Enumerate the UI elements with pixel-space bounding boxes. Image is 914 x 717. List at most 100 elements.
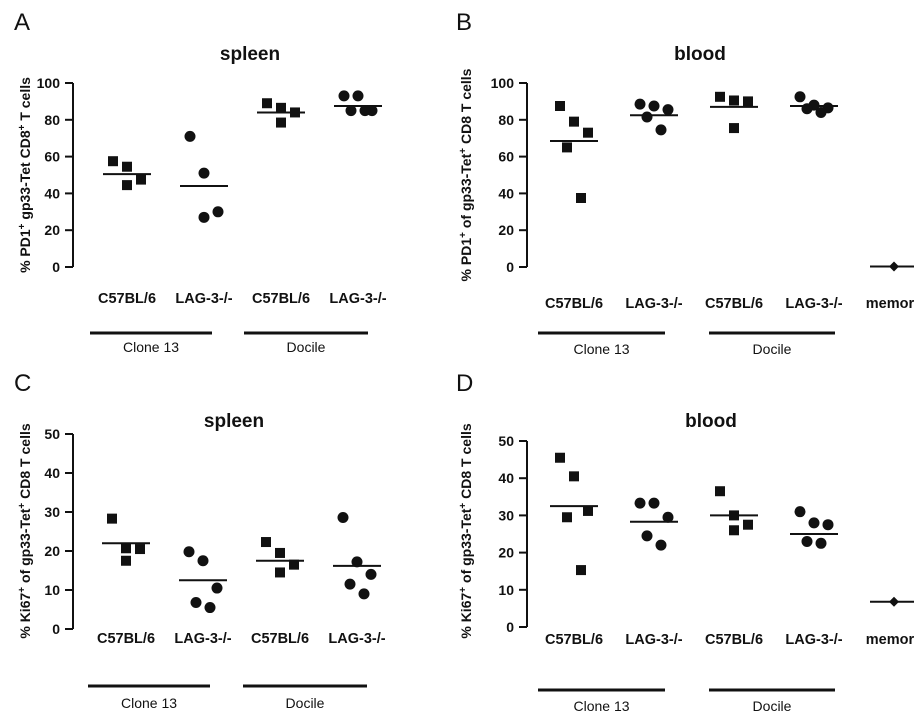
category-label: LAG-3-/- bbox=[785, 632, 842, 648]
y-axis-label-part: % PD1 bbox=[458, 238, 474, 282]
y-tick-label: 40 bbox=[44, 185, 60, 201]
data-point-circle bbox=[662, 104, 674, 116]
data-point-square bbox=[555, 452, 565, 463]
data-point-circle bbox=[190, 596, 202, 608]
group-label: Clone 13 bbox=[123, 339, 179, 355]
data-point-square bbox=[276, 117, 286, 128]
data-point-circle bbox=[184, 130, 196, 142]
panel-letter: B bbox=[456, 9, 472, 36]
data-point-circle bbox=[197, 555, 209, 567]
data-point-circle bbox=[662, 511, 674, 523]
category-label: C57BL/6 bbox=[251, 631, 309, 647]
data-point-circle bbox=[359, 105, 371, 117]
data-point-circle bbox=[641, 111, 653, 123]
data-point-square bbox=[562, 512, 572, 523]
data-point-circle bbox=[655, 124, 667, 136]
data-point-square bbox=[576, 193, 586, 203]
data-point-circle bbox=[337, 511, 349, 523]
data-point-square bbox=[569, 471, 579, 482]
y-axis-label-part: of gp33-Tet bbox=[17, 508, 33, 587]
group-label: Docile bbox=[287, 339, 326, 355]
data-point-square bbox=[122, 161, 132, 172]
y-axis-label-part: CD8 T cells bbox=[458, 68, 474, 148]
group-label: Clone 13 bbox=[573, 341, 629, 357]
data-point-circle bbox=[794, 506, 806, 518]
data-point-circle bbox=[801, 535, 813, 547]
y-tick-label: 20 bbox=[44, 222, 60, 238]
data-point-circle bbox=[358, 588, 370, 600]
data-point-square bbox=[262, 98, 272, 109]
data-point-square bbox=[136, 174, 146, 185]
data-point-square bbox=[583, 127, 593, 138]
data-point-square bbox=[107, 513, 117, 524]
data-point-square bbox=[121, 543, 131, 554]
category-label: LAG-3-/- bbox=[174, 631, 231, 647]
panel-title: spleen bbox=[220, 44, 280, 65]
y-tick-label: 0 bbox=[506, 259, 514, 275]
y-tick-label: 40 bbox=[498, 185, 514, 201]
panel-letter: A bbox=[14, 9, 30, 36]
y-axis-label: % PD1+ gp33-Tet CD8+ T cells bbox=[17, 77, 34, 273]
data-point-circle bbox=[338, 90, 350, 102]
y-tick-label: 80 bbox=[498, 112, 514, 128]
group-label: Clone 13 bbox=[573, 698, 629, 714]
y-tick-label: 10 bbox=[44, 582, 60, 598]
panel-letter: C bbox=[14, 370, 31, 397]
y-axis-label: % Ki67+ of gp33-Tet+ CD8 T cells bbox=[17, 423, 34, 638]
y-axis-label-part: of gp33-Tet bbox=[458, 153, 474, 232]
y-axis-label: % Ki67+ of gp33-Tet+ CD8 T cells bbox=[458, 423, 475, 638]
y-tick-label: 20 bbox=[44, 543, 60, 559]
data-point-circle bbox=[344, 578, 356, 590]
data-point-circle bbox=[351, 556, 363, 568]
data-point-circle bbox=[204, 602, 216, 614]
data-point-circle bbox=[815, 106, 827, 118]
data-point-circle bbox=[648, 100, 660, 112]
data-point-circle bbox=[822, 519, 834, 531]
y-tick-label: 60 bbox=[44, 149, 60, 165]
data-point-square bbox=[576, 565, 586, 576]
category-label: C57BL/6 bbox=[252, 291, 310, 307]
data-point-circle bbox=[352, 90, 364, 102]
category-label: LAG-3-/- bbox=[785, 296, 842, 312]
data-point-square bbox=[743, 96, 753, 107]
y-axis-label-superscript: + bbox=[17, 124, 28, 130]
data-point-circle bbox=[212, 206, 224, 218]
category-label: C57BL/6 bbox=[545, 296, 603, 312]
data-point-diamond bbox=[889, 596, 899, 607]
data-point-square bbox=[729, 510, 739, 521]
y-axis-label-part: CD8 T cells bbox=[17, 423, 33, 503]
data-point-circle bbox=[801, 103, 813, 115]
y-tick-label: 30 bbox=[498, 507, 514, 523]
data-point-square bbox=[729, 123, 739, 134]
group-label: Docile bbox=[286, 695, 325, 711]
y-tick-label: 60 bbox=[498, 149, 514, 165]
y-tick-label: 0 bbox=[52, 259, 60, 275]
data-point-square bbox=[122, 180, 132, 191]
y-tick-label: 50 bbox=[44, 426, 60, 442]
y-tick-label: 40 bbox=[498, 470, 514, 486]
data-point-square bbox=[562, 142, 572, 153]
data-point-circle bbox=[345, 105, 357, 117]
y-axis-label-superscript: + bbox=[458, 232, 469, 238]
category-label: C57BL/6 bbox=[97, 631, 155, 647]
category-label: LAG-3-/- bbox=[625, 632, 682, 648]
panel-title: spleen bbox=[204, 411, 264, 432]
y-axis-label-part: % Ki67 bbox=[458, 593, 474, 639]
y-axis-label-part: % PD1 bbox=[17, 229, 33, 273]
data-point-circle bbox=[183, 546, 195, 558]
y-tick-label: 10 bbox=[498, 582, 514, 598]
data-point-square bbox=[290, 107, 300, 118]
y-tick-label: 100 bbox=[37, 75, 61, 91]
data-point-diamond bbox=[889, 261, 899, 272]
y-axis-label-part: % Ki67 bbox=[17, 593, 33, 639]
category-label: C57BL/6 bbox=[545, 632, 603, 648]
category-label: memory bbox=[866, 632, 914, 648]
data-point-square bbox=[276, 102, 286, 113]
category-label: LAG-3-/- bbox=[175, 291, 232, 307]
data-point-square bbox=[275, 547, 285, 558]
y-axis-label-part: gp33-Tet CD8 bbox=[17, 130, 33, 223]
data-point-square bbox=[108, 156, 118, 167]
